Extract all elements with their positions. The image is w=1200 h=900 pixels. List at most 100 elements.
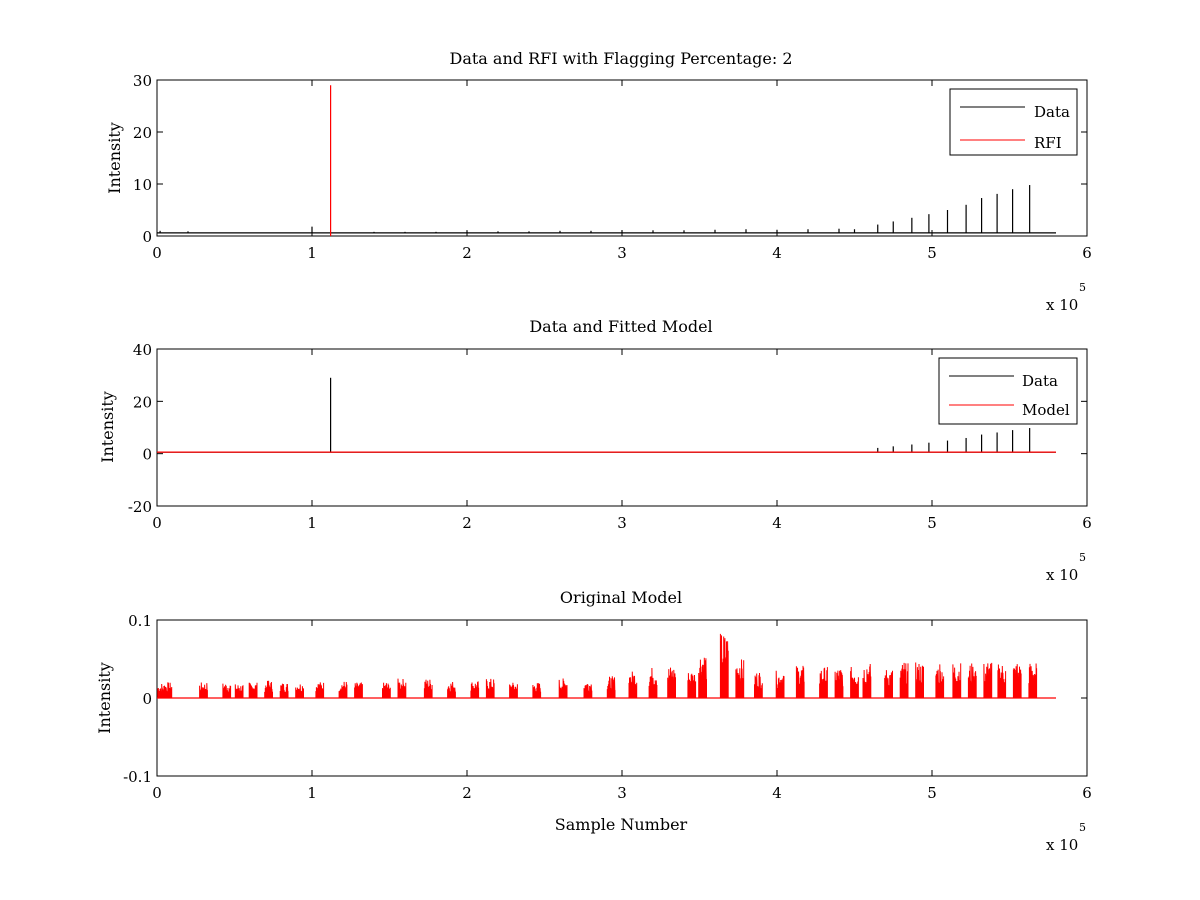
panel-3-series-model-cluster xyxy=(222,683,232,699)
panel-3-series-model-cluster xyxy=(382,682,391,699)
panel-3-series-model-cluster xyxy=(819,667,828,699)
panel-1-ytick-label: 20 xyxy=(133,124,152,142)
panel-1-x-multiplier-text: x 10 xyxy=(1046,296,1078,314)
panel-2-xtick-label: 3 xyxy=(617,514,627,532)
panel-3-series-model-cluster xyxy=(983,662,993,699)
panel-3-series-model-cluster xyxy=(967,663,977,699)
panel-3-series-model-cluster xyxy=(532,683,542,699)
panel-2-legend-label-model: Model xyxy=(1022,401,1070,419)
panel-3-series-model-cluster xyxy=(834,670,844,699)
panel-3-series-model-cluster xyxy=(279,683,289,699)
panel-2-ytick-label: 0 xyxy=(142,446,152,464)
panel-3-series-model-cluster xyxy=(795,665,805,699)
panel-3: Original Model Intensity 0 1 2 3 4 5 6-0.100.1… xyxy=(95,588,1092,854)
panel-2-x-multiplier-text: x 10 xyxy=(1046,566,1078,584)
panel-3-series-model-cluster xyxy=(935,664,945,699)
panel-1: Data and RFI with Flagging Percentage: 2… xyxy=(105,49,1092,314)
panel-3-title: Original Model xyxy=(560,588,682,607)
panel-3-series-model-cluster xyxy=(248,682,258,699)
panel-2-ytick-label: -20 xyxy=(128,498,152,516)
panel-2-x-multiplier-exponent: 5 xyxy=(1079,551,1086,564)
panel-3-ytick-label: 0 xyxy=(142,690,152,708)
panel-3-series-model-cluster xyxy=(719,633,729,699)
panel-3-series-model-cluster xyxy=(648,667,658,699)
panel-3-series-model-cluster xyxy=(775,670,785,699)
panel-1-legend-label-data: Data xyxy=(1034,103,1070,121)
panel-3-xtick-label: 1 xyxy=(307,784,317,802)
panel-3-series-model-cluster xyxy=(338,681,348,699)
panel-1-legend-label-rfi: RFI xyxy=(1034,134,1062,152)
panel-3-series-model-cluster xyxy=(583,683,593,699)
panel-1-xtick-label: 3 xyxy=(617,244,627,262)
panel-3-series-model-cluster xyxy=(470,681,480,699)
panel-3-series-model-cluster xyxy=(952,663,962,699)
panel-2: Data and Fitted Model Intensity 0 1 2 3 4 5 6 -… xyxy=(98,317,1092,584)
panel-2-xtick-label: 0 xyxy=(152,514,162,532)
panel-3-series-model-cluster xyxy=(687,673,697,699)
panel-3-x-multiplier-text: x 10 xyxy=(1046,836,1078,854)
panel-3-series-model-cluster xyxy=(899,662,909,699)
panel-3-series-model-cluster xyxy=(884,670,893,699)
panel-3-xtick-label: 4 xyxy=(772,784,782,802)
panel-1-xtick-label: 1 xyxy=(307,244,317,262)
panel-2-x-multiplier: x 10 5 xyxy=(1046,551,1086,584)
panel-3-series-model-cluster xyxy=(315,682,325,699)
panel-2-ylabel: Intensity xyxy=(98,391,117,463)
panel-3-series-model-cluster xyxy=(915,662,924,699)
panel-3-xtick-label: 5 xyxy=(927,784,937,802)
panel-1-x-multiplier-exponent: 5 xyxy=(1079,281,1086,294)
panel-2-xtick-label: 6 xyxy=(1082,514,1092,532)
panel-1-ylabel: Intensity xyxy=(105,122,124,194)
panel-3-x-multiplier: x 10 5 xyxy=(1046,821,1086,854)
panel-1-xtick-label: 2 xyxy=(462,244,472,262)
panel-3-series-model-cluster xyxy=(397,678,407,699)
panel-3-ytick-label: 0.1 xyxy=(128,612,152,630)
panel-3-series-model-cluster xyxy=(234,684,244,699)
panel-3-series-model-cluster xyxy=(447,681,456,699)
panel-3-series-model-cluster xyxy=(558,678,568,699)
panel-3-xtick-label: 6 xyxy=(1082,784,1092,802)
panel-3-series-model-cluster xyxy=(735,659,745,699)
panel-1-xtick-label: 4 xyxy=(772,244,782,262)
panel-3-series-model-cluster xyxy=(698,657,707,699)
panel-3-series-model-cluster xyxy=(485,678,495,699)
panel-3-series-model-cluster xyxy=(862,663,872,699)
panel-2-title: Data and Fitted Model xyxy=(529,317,712,336)
panel-3-series-model-cluster xyxy=(509,682,518,699)
panel-1-xtick-label: 5 xyxy=(927,244,937,262)
panel-3-series-model-cluster xyxy=(997,664,1007,699)
panel-3-series-model-cluster xyxy=(423,679,433,699)
panel-2-legend-box xyxy=(938,357,1078,425)
panel-1-legend: Data RFI xyxy=(949,88,1078,156)
panel-3-series-model-cluster xyxy=(667,667,676,699)
panel-2-xtick-label: 4 xyxy=(772,514,782,532)
panel-3-xlabel: Sample Number xyxy=(555,815,688,834)
panel-3-xtick-label: 3 xyxy=(617,784,627,802)
panel-3-xtick-label: 0 xyxy=(152,784,162,802)
panel-1-xtick-label: 0 xyxy=(152,244,162,262)
panel-3-series-model-cluster xyxy=(606,676,616,699)
panel-3-ytick-label: -0.1 xyxy=(123,768,152,786)
panel-1-ytick-label: 30 xyxy=(133,72,152,90)
panel-2-xtick-label: 2 xyxy=(462,514,472,532)
panel-1-plot-area: 0 1 2 3 4 5 6 0 10 20 30 xyxy=(133,72,1092,262)
panel-3-plot-area: 0 1 2 3 4 5 6-0.100.1 xyxy=(123,612,1092,802)
panel-1-x-multiplier: x 10 5 xyxy=(1046,281,1086,314)
panel-2-ytick-label: 20 xyxy=(133,393,152,411)
panel-3-series-model-cluster xyxy=(1028,663,1038,699)
panel-3-series-model-cluster xyxy=(264,680,273,699)
panel-3-series-model-cluster xyxy=(1012,664,1022,699)
panel-1-ytick-label: 10 xyxy=(133,176,152,194)
panel-3-x-multiplier-exponent: 5 xyxy=(1079,821,1086,834)
panel-3-series-model-cluster xyxy=(850,666,859,699)
panel-2-xtick-label: 1 xyxy=(307,514,317,532)
panel-3-series-model-cluster xyxy=(354,682,363,699)
panel-2-ytick-label: 40 xyxy=(133,341,152,359)
panel-2-xtick-label: 5 xyxy=(927,514,937,532)
panel-2-legend: Data Model xyxy=(938,357,1078,425)
panel-1-ytick-label: 0 xyxy=(142,228,152,246)
panel-3-series-model-cluster xyxy=(628,671,638,699)
panel-3-xtick-label: 2 xyxy=(462,784,472,802)
